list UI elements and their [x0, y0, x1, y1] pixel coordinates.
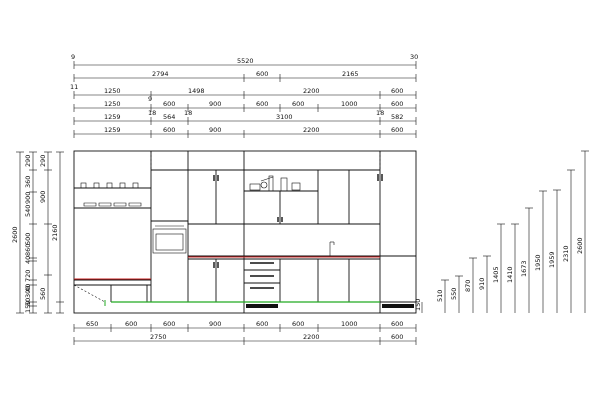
kitchen-cabinets: [73, 150, 417, 314]
right-dimension-lines: [421, 150, 589, 313]
dim-r6-d: 2200: [303, 126, 320, 134]
dim-r5-a: 1259: [104, 113, 121, 121]
dim-bottom-r1-3: 900: [209, 320, 221, 328]
dim-r5-b: 564: [163, 113, 175, 121]
dim-r2-c: 2165: [342, 70, 359, 78]
dim-left-outer-8: 40: [24, 284, 32, 292]
dim-bottom-r1-0: 650: [86, 320, 98, 328]
left-dimension-lines: [16, 151, 64, 314]
dim-bottom-r1-1: 600: [125, 320, 137, 328]
dim-r3-c: 2200: [303, 87, 320, 95]
dim-left-inner-0: 290: [39, 155, 47, 167]
dim-r6-a: 1259: [104, 126, 121, 134]
dim-r3-d: 600: [391, 87, 403, 95]
dim-bottom-r2-b: 2200: [303, 333, 320, 341]
dim-r6-b: 600: [163, 126, 175, 134]
dim-right-11: 2600: [576, 237, 584, 254]
dim-left-outer-7: 720: [24, 270, 32, 282]
dim-bottom-r1-4: 600: [256, 320, 268, 328]
dim-right-1: 510: [436, 290, 444, 302]
handles: [213, 174, 383, 289]
dim-left-outer-10: 50: [24, 298, 32, 306]
dim-left-outer-0: 290: [24, 155, 32, 167]
cups-icon: [80, 182, 142, 207]
dim-r4-a: 1250: [104, 100, 121, 108]
dim-right-7: 1673: [520, 260, 528, 277]
dim-left-outer-3: 540: [24, 205, 32, 217]
dim-left-inner-2: 2160: [51, 224, 59, 241]
dim-r3-a: 1250: [104, 87, 121, 95]
top-dimension-lines: [73, 61, 417, 138]
dim-right-8: 1950: [534, 254, 542, 271]
dim-right-5: 1405: [492, 266, 500, 283]
dim-left-outer-1: 360: [24, 176, 32, 188]
dim-left-inner-1: 900: [39, 191, 47, 203]
dim-r3-b: 1498: [188, 87, 205, 95]
dim-top-offset-right: 30: [410, 53, 418, 61]
dim-right-9: 1959: [548, 251, 556, 268]
dim-r4-g: 600: [391, 100, 403, 108]
dim-bottom-r1-5: 600: [292, 320, 304, 328]
dim-r6-e: 600: [391, 126, 403, 134]
dim-r4-c: 900: [209, 100, 221, 108]
dim-r2-b: 600: [256, 70, 268, 78]
dim-left-outer-4: 500: [24, 233, 32, 245]
dim-r5-c: 3100: [276, 113, 293, 121]
dim-bottom-r1-2: 600: [163, 320, 175, 328]
dim-left-outer-11: 150: [24, 301, 32, 313]
dim-left-outer-9: 300: [24, 286, 32, 298]
dim-right-0: 150: [414, 299, 422, 311]
dim-r5-gap3: 18: [376, 109, 384, 117]
plinth-line: [104, 300, 414, 308]
countertop-lines: [74, 256, 380, 280]
dim-r4-d: 600: [256, 100, 268, 108]
dim-bottom-r2-a: 2750: [150, 333, 167, 341]
dim-bottom-r2-c: 600: [391, 333, 403, 341]
dim-left-outer-6: 40: [24, 256, 32, 264]
dim-r4-f: 1000: [341, 100, 358, 108]
dim-top-offset-left: 9: [71, 53, 75, 61]
dim-r5-d: 582: [391, 113, 403, 121]
dim-r5-gap2: 18: [184, 109, 192, 117]
dim-left-outer-2: 900: [24, 192, 32, 204]
dim-right-3: 870: [464, 280, 472, 292]
dim-r6-c: 900: [209, 126, 221, 134]
dim-r4-gap: 9: [148, 95, 152, 103]
dim-left-total: 2600: [11, 226, 19, 243]
oven-icon: [152, 225, 187, 254]
dim-left-inner-3: 560: [39, 288, 47, 300]
bottom-dimension-lines: [73, 324, 417, 345]
dim-right-10: 2310: [562, 245, 570, 262]
dim-r2-a: 2794: [152, 70, 169, 78]
dim-right-4: 910: [478, 278, 486, 290]
dim-left-outer-5: 860: [24, 244, 32, 256]
dim-r4-e: 600: [292, 100, 304, 108]
dim-r4-b: 600: [163, 100, 175, 108]
tap-icon: [329, 241, 335, 256]
dim-right-6: 1410: [506, 266, 514, 283]
reference-lines: [73, 151, 381, 303]
dim-bottom-r1-6: 1000: [341, 320, 358, 328]
shelf-items-icon: [249, 175, 301, 192]
dim-bottom-r1-7: 600: [391, 320, 403, 328]
dim-right-2: 550: [450, 288, 458, 300]
dim-total-width: 5520: [237, 57, 254, 65]
dim-r3-edge: 11: [70, 83, 78, 91]
dim-r5-gap1: 18: [148, 109, 156, 117]
